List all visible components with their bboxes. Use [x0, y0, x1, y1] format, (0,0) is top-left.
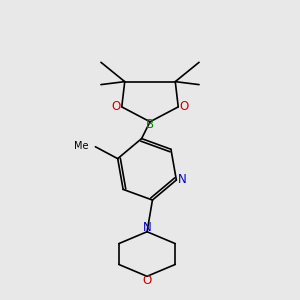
Text: O: O [112, 100, 121, 112]
Text: Me: Me [74, 141, 89, 151]
Text: B: B [146, 118, 154, 130]
Text: O: O [142, 274, 152, 287]
Text: N: N [178, 173, 187, 187]
Text: N: N [143, 221, 152, 234]
Text: O: O [179, 100, 188, 112]
